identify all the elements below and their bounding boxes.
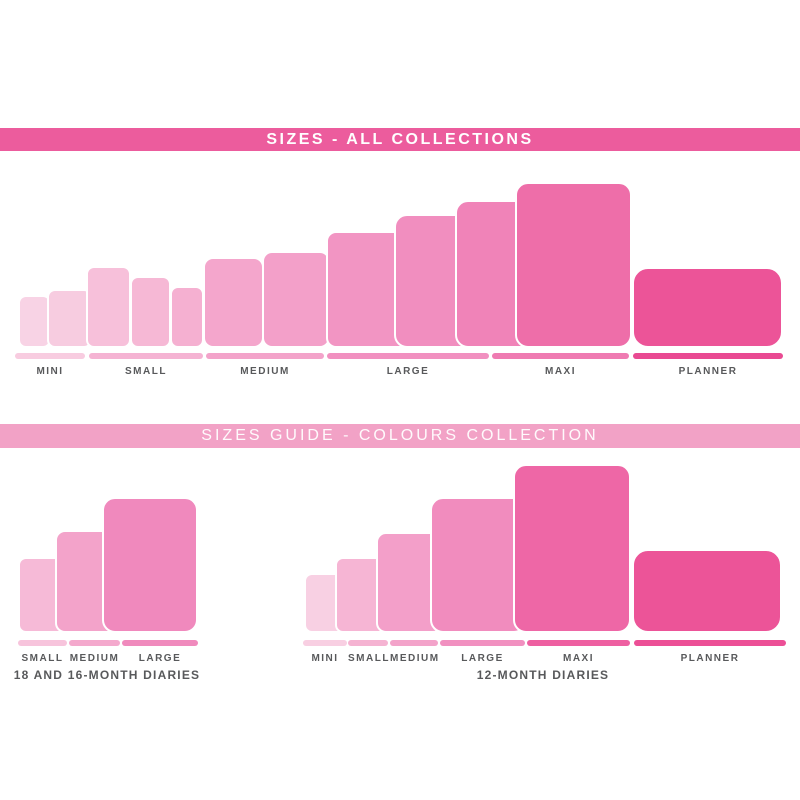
size-rect-planner <box>632 549 782 633</box>
size-rect-mini <box>47 289 92 348</box>
size-rect-small <box>130 276 171 348</box>
size-label-small: SMALL <box>125 366 167 377</box>
size-rect-maxi <box>513 464 631 633</box>
size-label-small: SMALL <box>348 653 390 664</box>
size-group-bar-large <box>327 353 489 359</box>
size-group-bar-planner <box>633 353 783 359</box>
size-group-bar-large <box>440 640 525 646</box>
banner-colours-collection: SIZES GUIDE - COLOURS COLLECTION <box>0 424 800 448</box>
size-group-bar-small <box>348 640 388 646</box>
size-label-planner: PLANNER <box>678 366 738 377</box>
size-rect-small <box>18 557 72 633</box>
section-caption-colours-12-month: 12-MONTH DIARIES <box>476 668 610 682</box>
size-label-medium: MEDIUM <box>240 366 290 377</box>
size-group-bar-small <box>18 640 67 646</box>
size-group-bar-medium <box>206 353 324 359</box>
banner-all-collections-title: SIZES - ALL COLLECTIONS <box>266 130 534 148</box>
size-label-medium: MEDIUM <box>390 653 440 664</box>
banner-colours-collection-title: SIZES GUIDE - COLOURS COLLECTION <box>201 427 599 444</box>
size-rect-large <box>430 497 527 633</box>
size-group-bar-maxi <box>527 640 630 646</box>
size-group-bar-medium <box>69 640 120 646</box>
size-rect-large <box>394 214 490 348</box>
size-rect-small <box>86 266 131 348</box>
size-group-bar-planner <box>634 640 786 646</box>
size-label-large: LARGE <box>461 653 504 664</box>
size-rect-mini <box>304 573 348 633</box>
section-caption-colours-18-16-month: 18 AND 16-MONTH DIARIES <box>13 668 201 682</box>
size-rect-planner <box>632 267 783 348</box>
size-label-maxi: MAXI <box>545 366 576 377</box>
size-label-large: LARGE <box>386 366 430 377</box>
size-label-mini: MINI <box>36 366 64 377</box>
size-group-bar-maxi <box>492 353 629 359</box>
size-rect-medium <box>203 257 264 348</box>
size-rect-medium <box>262 251 330 348</box>
size-label-medium: MEDIUM <box>69 653 120 664</box>
size-group-bar-medium <box>390 640 438 646</box>
size-group-bar-mini <box>303 640 347 646</box>
size-label-small: SMALL <box>21 653 64 664</box>
size-group-bar-mini <box>15 353 85 359</box>
size-rect-large <box>102 497 198 633</box>
size-rect-mini <box>18 295 51 348</box>
size-rect-medium <box>55 530 120 633</box>
size-label-maxi: MAXI <box>563 653 594 664</box>
size-group-bar-large <box>122 640 198 646</box>
size-label-large: LARGE <box>138 653 182 664</box>
size-label-planner: PLANNER <box>680 653 740 664</box>
size-rect-small <box>335 557 388 633</box>
size-rect-large <box>326 231 410 348</box>
size-rect-maxi <box>515 182 632 348</box>
size-rect-maxi <box>455 200 565 348</box>
banner-all-collections: SIZES - ALL COLLECTIONS <box>0 128 800 151</box>
size-label-mini: MINI <box>311 653 339 664</box>
size-group-bar-small <box>89 353 203 359</box>
size-rect-small <box>170 286 204 348</box>
size-rect-medium <box>376 532 443 633</box>
